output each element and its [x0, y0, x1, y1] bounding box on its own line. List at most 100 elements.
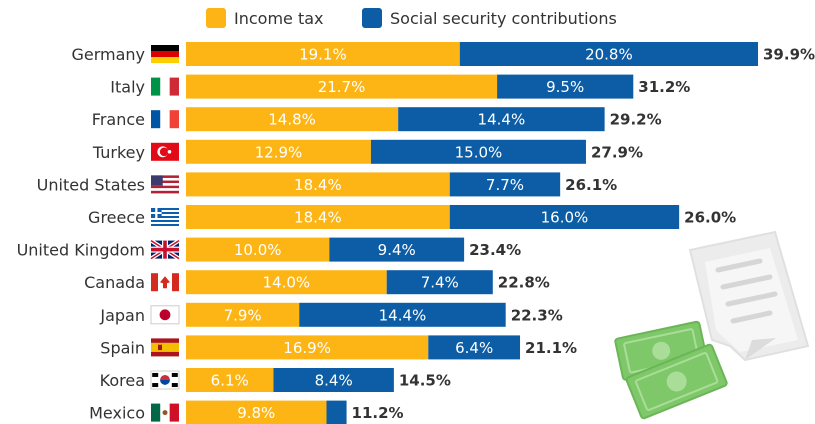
country-label-united-kingdom: United Kingdom [17, 241, 145, 260]
value-label-income-tax-japan: 7.9% [224, 306, 262, 324]
bar-income-tax-united-states [186, 172, 450, 197]
row-turkey: Turkey 12.9% 15.0% 27.9% [92, 139, 643, 164]
bar-social-security-spain [428, 335, 521, 360]
value-label-social-security-france: 14.4% [478, 111, 526, 129]
value-label-income-tax-united-kingdom: 10.0% [234, 241, 282, 259]
legend-swatch-1 [362, 8, 382, 28]
row-spain: Spain 16.9% 6.4% 21.1% [100, 335, 577, 360]
bar-income-tax-france [186, 107, 399, 132]
bar-income-tax-united-kingdom [186, 237, 330, 262]
country-label-turkey: Turkey [92, 143, 145, 162]
bar-income-tax-canada [186, 270, 387, 295]
value-label-income-tax-united-states: 18.4% [294, 176, 342, 194]
value-label-social-security-united-kingdom: 9.4% [378, 241, 416, 259]
value-label-income-tax-turkey: 12.9% [255, 143, 303, 161]
country-label-germany: Germany [71, 45, 145, 64]
value-label-income-tax-korea: 6.1% [211, 372, 249, 390]
bar-social-security-italy [497, 74, 634, 99]
bar-social-security-greece [449, 205, 680, 229]
total-label-united-states: 26.1% [565, 176, 617, 194]
total-label-italy: 31.2% [638, 78, 690, 96]
value-label-income-tax-spain: 16.9% [283, 339, 331, 357]
bar-income-tax-korea [186, 368, 274, 392]
value-label-social-security-united-states: 7.7% [486, 176, 524, 194]
total-label-united-kingdom: 23.4% [469, 241, 521, 259]
total-label-germany: 39.9% [763, 46, 815, 64]
row-greece: Greece 18.4% 16.0% 26.0% [88, 205, 736, 229]
total-label-spain: 21.1% [525, 339, 577, 357]
row-united-states: United States 18.4% 7.7% 26.1% [37, 172, 617, 197]
turkey-flag-icon [151, 142, 179, 161]
value-label-social-security-spain: 6.4% [455, 339, 493, 357]
banknotes-icon [614, 320, 728, 420]
country-label-france: France [92, 110, 145, 129]
germany-flag-icon [151, 45, 179, 63]
row-united-kingdom: United Kingdom 10.0% 9.4% 23.4% [17, 237, 521, 262]
bar-income-tax-turkey [186, 139, 371, 164]
legend-label-1: Social security contributions [390, 9, 617, 28]
country-label-greece: Greece [88, 208, 145, 227]
united-states-flag-icon [151, 175, 179, 194]
united-kingdom-flag-icon [149, 238, 181, 261]
france-flag-icon [151, 110, 179, 129]
mexico-flag-icon [151, 403, 179, 422]
row-mexico: Mexico 9.8% 11.2% [89, 400, 404, 424]
row-italy: Italy 21.7% 9.5% 31.2% [110, 74, 690, 99]
value-label-social-security-germany: 20.8% [585, 46, 633, 64]
bar-income-tax-japan [186, 302, 300, 327]
greece-flag-icon [151, 208, 179, 226]
value-label-income-tax-italy: 21.7% [318, 78, 366, 96]
value-label-social-security-japan: 14.4% [379, 306, 427, 324]
legend-label-0: Income tax [234, 9, 324, 28]
document-icon [688, 230, 810, 362]
bar-social-security-united-kingdom [329, 237, 465, 262]
value-label-social-security-italy: 9.5% [546, 78, 584, 96]
country-label-spain: Spain [100, 338, 145, 357]
illustration [614, 230, 810, 420]
canada-flag-icon [151, 273, 179, 292]
value-label-income-tax-mexico: 9.8% [237, 404, 275, 422]
bars: Germany 19.1% 20.8% 39.9% Italy 21.7% 9.5% 31.2… [17, 42, 815, 424]
country-label-italy: Italy [110, 78, 145, 97]
spain-flag-icon [151, 338, 179, 357]
country-label-canada: Canada [84, 273, 145, 292]
value-label-social-security-korea: 8.4% [315, 372, 353, 390]
korea-flag-icon [150, 370, 180, 390]
value-label-social-security-greece: 16.0% [541, 209, 589, 227]
country-label-mexico: Mexico [89, 404, 145, 423]
bar-income-tax-greece [186, 205, 450, 229]
value-label-income-tax-germany: 19.1% [299, 46, 347, 64]
row-france: France 14.8% 14.4% 29.2% [92, 107, 662, 132]
bar-income-tax-mexico [186, 400, 327, 424]
row-germany: Germany 19.1% 20.8% 39.9% [71, 42, 815, 66]
row-canada: Canada 14.0% 7.4% 22.8% [84, 270, 550, 295]
value-label-social-security-canada: 7.4% [421, 274, 459, 292]
country-label-korea: Korea [100, 371, 145, 390]
value-label-income-tax-canada: 14.0% [263, 274, 311, 292]
bar-social-security-turkey [370, 139, 586, 164]
country-label-united-states: United States [37, 175, 145, 194]
value-label-social-security-turkey: 15.0% [455, 143, 503, 161]
total-label-mexico: 11.2% [352, 404, 404, 422]
bar-social-security-mexico [326, 400, 347, 424]
value-label-income-tax-greece: 18.4% [294, 209, 342, 227]
bar-income-tax-italy [186, 74, 498, 99]
bar-social-security-united-states [449, 172, 561, 197]
bar-social-security-germany [459, 42, 758, 66]
italy-flag-icon [151, 77, 179, 96]
total-label-canada: 22.8% [498, 274, 550, 292]
row-korea: Korea 6.1% 8.4% 14.5% [100, 368, 451, 392]
legend-swatch-0 [206, 8, 226, 28]
bar-social-security-korea [273, 368, 394, 392]
value-label-income-tax-france: 14.8% [268, 111, 316, 129]
legend: Income tax Social security contributions [206, 8, 617, 28]
bar-social-security-japan [299, 302, 506, 327]
row-japan: Japan 7.9% 14.4% 22.3% [99, 302, 563, 327]
total-label-greece: 26.0% [684, 209, 736, 227]
country-label-japan: Japan [99, 306, 145, 325]
bar-income-tax-germany [186, 42, 460, 66]
bar-social-security-canada [386, 270, 493, 295]
bar-social-security-france [398, 107, 605, 132]
total-label-japan: 22.3% [511, 306, 563, 324]
